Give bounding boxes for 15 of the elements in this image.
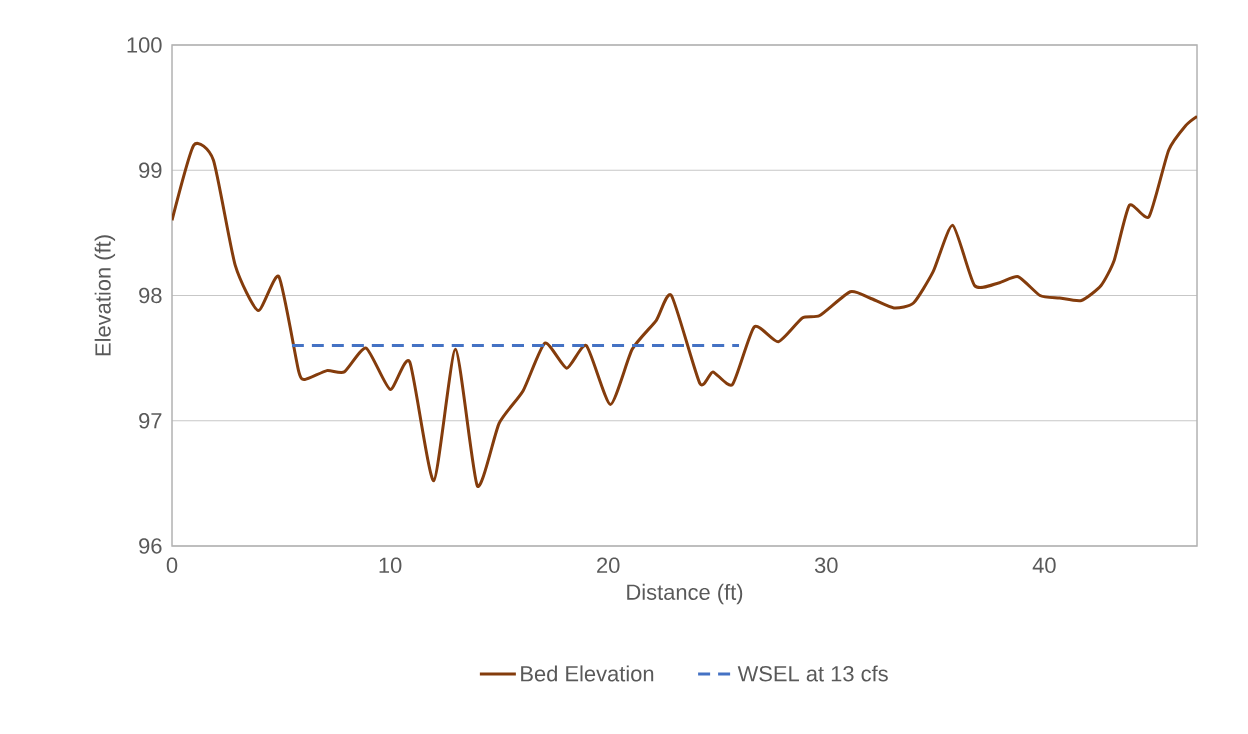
y-tick-label: 97: [139, 412, 162, 429]
y-tick-label: 100: [127, 37, 162, 53]
legend-label: WSEL at 13 cfs: [737, 665, 888, 682]
x-tick-label: 20: [597, 557, 620, 574]
x-tick-label: 30: [814, 557, 838, 574]
y-tick-label: 99: [139, 162, 162, 178]
x-axis-title: Distance (ft): [627, 583, 743, 605]
y-tick-label: 98: [139, 287, 162, 304]
x-tick-label: 40: [1032, 557, 1056, 574]
legend-label: Bed Elevation: [521, 665, 654, 682]
y-tick-label: 96: [139, 538, 162, 554]
x-tick-label: 0: [166, 557, 178, 574]
y-axis-title: Elevation (ft): [94, 235, 116, 356]
x-tick-label: 10: [379, 557, 402, 574]
line-series: [172, 114, 1198, 488]
